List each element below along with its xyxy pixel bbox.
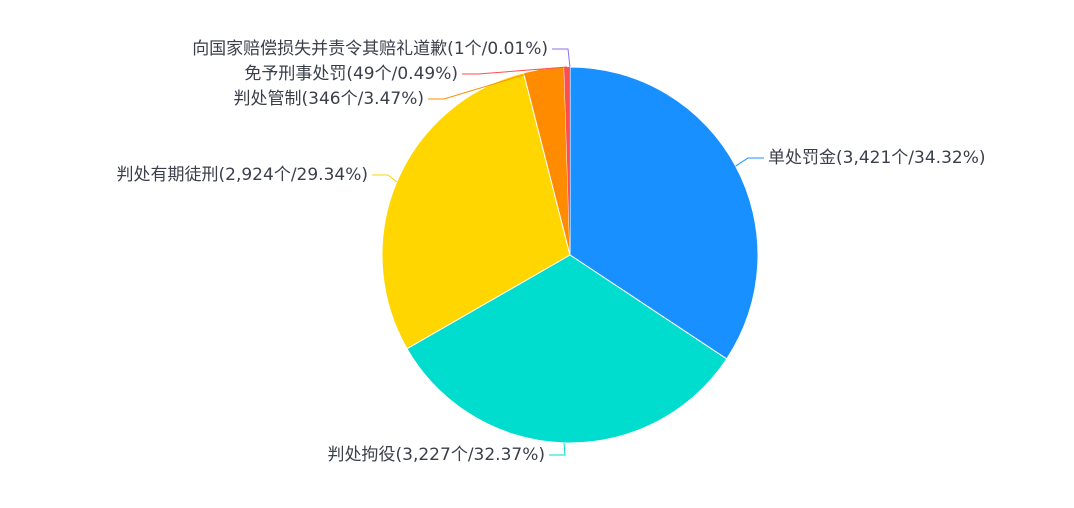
slice-label: 单处罚金(3,421个/34.32%) bbox=[768, 148, 985, 168]
leader-line bbox=[552, 48, 571, 68]
leader-line bbox=[549, 442, 566, 456]
slice-label: 向国家赔偿损失并责令其赔礼道歉(1个/0.01%) bbox=[192, 39, 548, 59]
slice-label: 判处拘役(3,227个/32.37%) bbox=[328, 445, 545, 465]
slice-label: 判处管制(346个/3.47%) bbox=[234, 89, 424, 109]
leader-line bbox=[372, 174, 398, 183]
leader-line bbox=[428, 68, 544, 100]
pie-slice bbox=[564, 67, 570, 256]
leader-line bbox=[735, 157, 764, 167]
slice-label: 免予刑事处罚(49个/0.49%) bbox=[244, 64, 458, 84]
leader-line bbox=[462, 66, 568, 75]
pie-slice bbox=[381, 72, 571, 350]
slice-label: 判处有期徒刑(2,924个/29.34%) bbox=[117, 165, 368, 185]
